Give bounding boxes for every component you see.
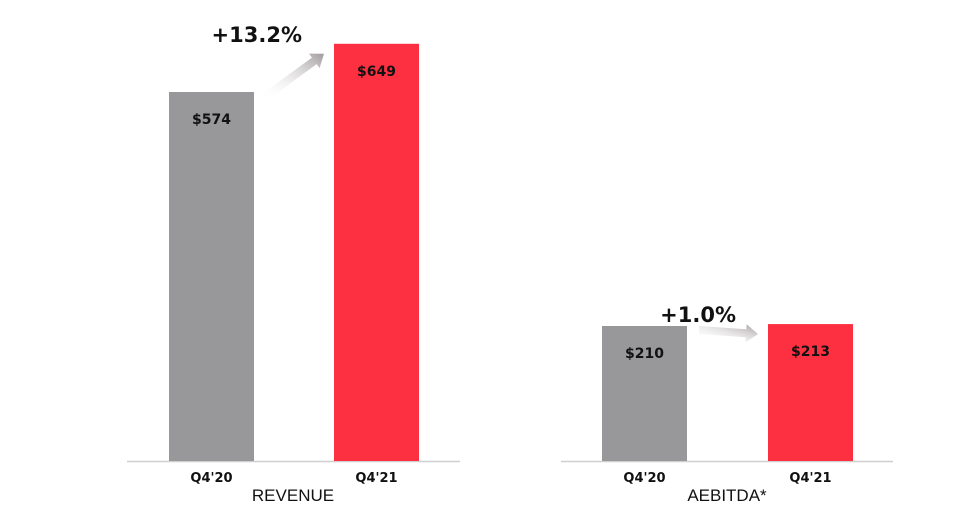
bar-value-label: $210 (625, 346, 664, 362)
bar-value-label: $574 (192, 112, 231, 128)
growth-arrow-icon (698, 324, 758, 343)
bar-value-label: $213 (791, 344, 830, 360)
bar-q4-21 (334, 43, 419, 462)
growth-arrow-icon (263, 53, 324, 100)
chart-panel-0: $574 Q4'20 $649 Q4'21 +13.2% REVENUE (127, 23, 460, 505)
x-tick-label: Q4'21 (355, 471, 397, 486)
change-percent-label: +1.0% (660, 303, 736, 327)
bar-q4-21 (768, 324, 853, 461)
chart-title: AEBITDA* (687, 486, 767, 505)
chart-panel-1: $210 Q4'20 $213 Q4'21 +1.0% AEBITDA* (561, 303, 893, 505)
x-tick-label: Q4'20 (190, 471, 232, 486)
change-percent-label: +13.2% (212, 23, 302, 47)
x-tick-label: Q4'20 (623, 471, 665, 486)
chart-title: REVENUE (252, 486, 334, 505)
bar-q4-20 (602, 326, 687, 461)
x-tick-label: Q4'21 (789, 471, 831, 486)
bar-value-label: $649 (357, 64, 396, 80)
bar-q4-20 (169, 92, 254, 461)
